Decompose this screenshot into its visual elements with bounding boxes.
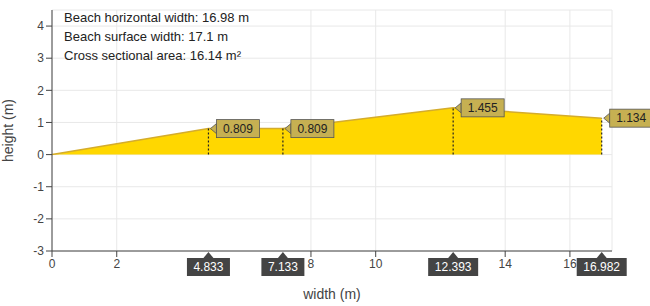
svg-text:1: 1	[37, 116, 44, 130]
svg-text:height (m): height (m)	[8, 99, 16, 162]
svg-text:7.133: 7.133	[268, 260, 298, 274]
svg-text:10: 10	[369, 257, 383, 271]
svg-text:14: 14	[498, 257, 512, 271]
svg-text:2: 2	[113, 257, 120, 271]
svg-text:16: 16	[563, 257, 577, 271]
svg-text:-1: -1	[33, 180, 44, 194]
html-text:Beach horizontal width: 16.98: Beach horizontal width: 16.98 m	[64, 10, 249, 25]
svg-text:0: 0	[37, 148, 44, 162]
svg-text:16.982: 16.982	[583, 260, 620, 274]
svg-text:3: 3	[37, 51, 44, 65]
html-text:Beach surface width: 17.1 m: Beach surface width: 17.1 m	[64, 29, 228, 44]
svg-text:-2: -2	[33, 212, 44, 226]
svg-text:1.134: 1.134	[616, 111, 642, 125]
svg-text:2: 2	[37, 84, 44, 98]
svg-text:0: 0	[49, 257, 56, 271]
svg-text:width (m): width (m)	[302, 286, 361, 302]
svg-text:12.393: 12.393	[435, 260, 472, 274]
svg-text:4: 4	[37, 19, 44, 33]
svg-text:1.455: 1.455	[468, 101, 498, 115]
svg-text:0.809: 0.809	[223, 122, 253, 136]
svg-text:4.833: 4.833	[193, 260, 223, 274]
html-text:Cross sectional area: 16.14 m²: Cross sectional area: 16.14 m²	[64, 48, 241, 63]
svg-text:8: 8	[308, 257, 315, 271]
svg-text:0.809: 0.809	[297, 122, 327, 136]
svg-text:-3: -3	[33, 244, 44, 258]
